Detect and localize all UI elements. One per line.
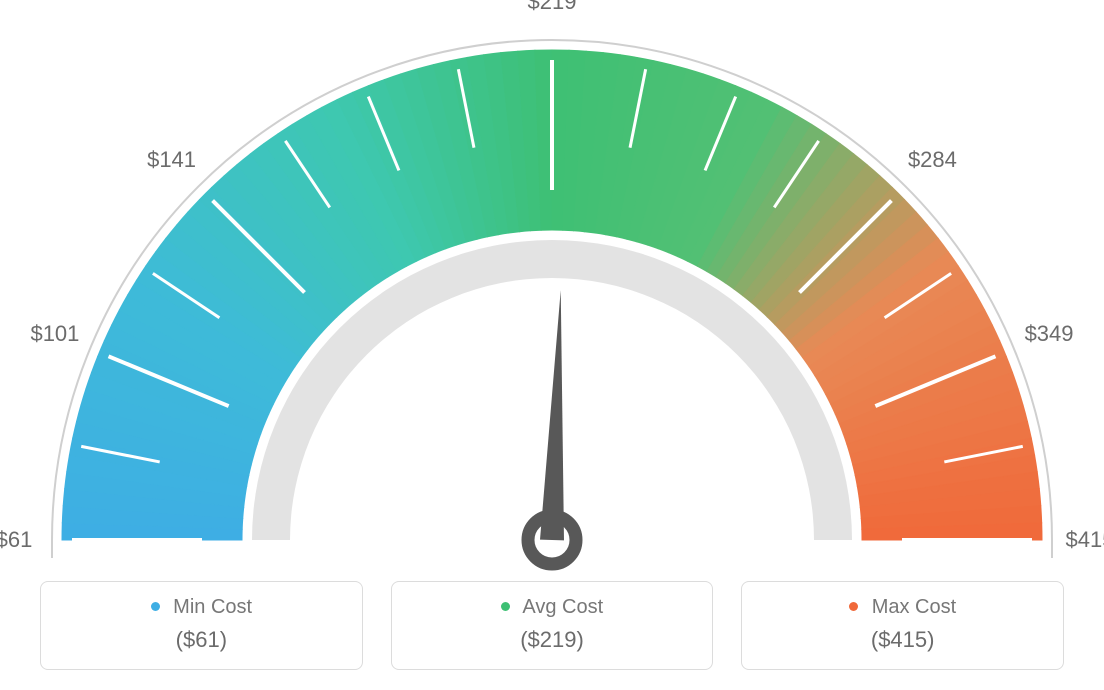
legend-card-min: Min Cost ($61) [40, 581, 363, 670]
gauge-tick-label: $61 [0, 527, 32, 553]
legend-card-max: Max Cost ($415) [741, 581, 1064, 670]
legend-row: Min Cost ($61) Avg Cost ($219) Max Cost … [40, 581, 1064, 670]
legend-title-avg: Avg Cost [402, 596, 703, 619]
legend-dot-avg [501, 602, 510, 611]
gauge-svg [0, 0, 1104, 590]
legend-value-max: ($415) [752, 627, 1053, 653]
legend-title-max: Max Cost [752, 596, 1053, 619]
gauge-tick-label: $349 [1025, 321, 1074, 347]
legend-card-avg: Avg Cost ($219) [391, 581, 714, 670]
legend-dot-min [151, 602, 160, 611]
legend-value-avg: ($219) [402, 627, 703, 653]
legend-title-min: Min Cost [51, 596, 352, 619]
legend-title-text-min: Min Cost [173, 596, 252, 618]
gauge-tick-label: $141 [147, 147, 196, 173]
cost-gauge-chart: $61 $101 $141 $219 $284 $349 $415 Min Cost ($6… [0, 0, 1104, 690]
legend-title-text-avg: Avg Cost [522, 596, 603, 618]
legend-dot-max [849, 602, 858, 611]
legend-title-text-max: Max Cost [872, 596, 956, 618]
legend-value-min: ($61) [51, 627, 352, 653]
gauge-area: $61 $101 $141 $219 $284 $349 $415 [0, 0, 1104, 590]
gauge-tick-label: $284 [908, 147, 957, 173]
gauge-tick-label: $415 [1066, 527, 1104, 553]
gauge-tick-label: $219 [528, 0, 577, 15]
gauge-tick-label: $101 [30, 321, 79, 347]
